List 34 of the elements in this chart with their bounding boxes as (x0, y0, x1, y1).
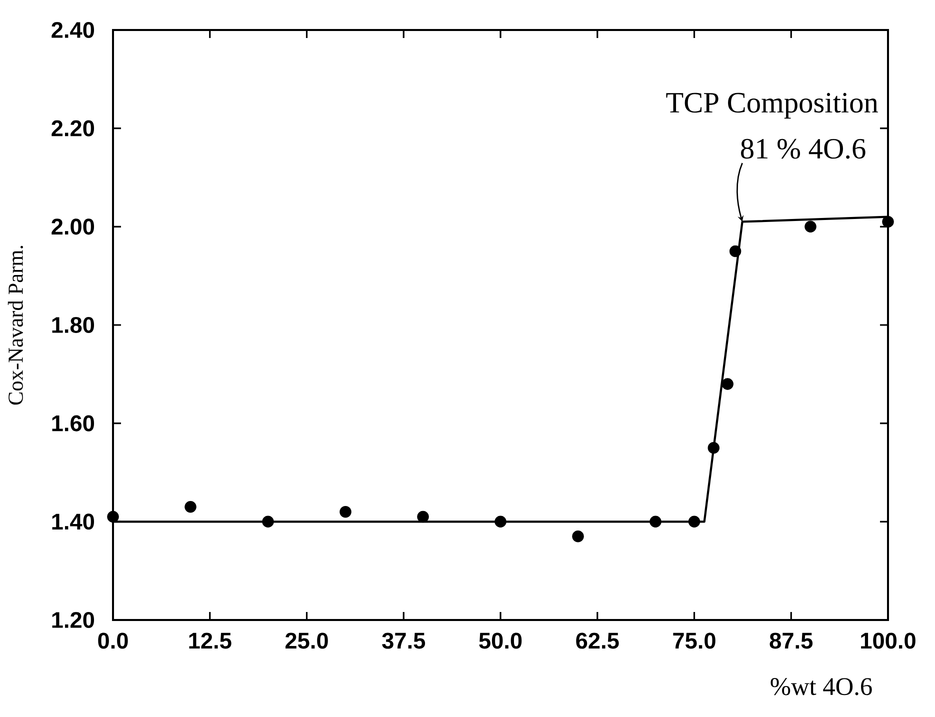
x-tick-label: 12.5 (189, 632, 232, 649)
x-tick-label: 62.5 (576, 632, 619, 649)
point (572, 530, 584, 542)
y-tick-label: 1.60 (52, 415, 94, 432)
x-tick-label: 0.0 (98, 632, 128, 649)
point (650, 516, 662, 528)
x-tick-label: 100.0 (861, 632, 916, 649)
point (804, 220, 816, 233)
point (722, 378, 734, 390)
y-tick-label: 2.00 (52, 218, 94, 235)
x-tick-label: 25.0 (285, 632, 328, 649)
point (107, 510, 119, 523)
y-tick-label: 1.40 (52, 514, 94, 530)
annotation: TCP Composition (666, 92, 878, 119)
annotation: 81 % 4O.6 (741, 138, 866, 159)
point (688, 516, 700, 528)
x-tick-label: 87.5 (770, 632, 813, 649)
point (184, 501, 196, 513)
point (340, 506, 352, 518)
point (708, 442, 720, 454)
x-tick-label: 50.0 (479, 632, 522, 649)
point (494, 516, 506, 528)
y-tick-label: 2.40 (52, 22, 94, 38)
x-axis-title: %wt 4O.6 (770, 678, 872, 696)
point (882, 216, 894, 228)
point (262, 516, 274, 528)
point (729, 245, 742, 258)
y-tick-label: 1.80 (52, 316, 94, 334)
y-tick-label: 1.20 (52, 612, 94, 628)
y-tick-label: 2.20 (52, 120, 94, 136)
y-axis-title: Cox-Navard Parm. (8, 246, 24, 405)
point (417, 510, 429, 523)
x-tick-label: 37.5 (382, 632, 426, 649)
x-tick-label: 75.0 (673, 632, 716, 649)
